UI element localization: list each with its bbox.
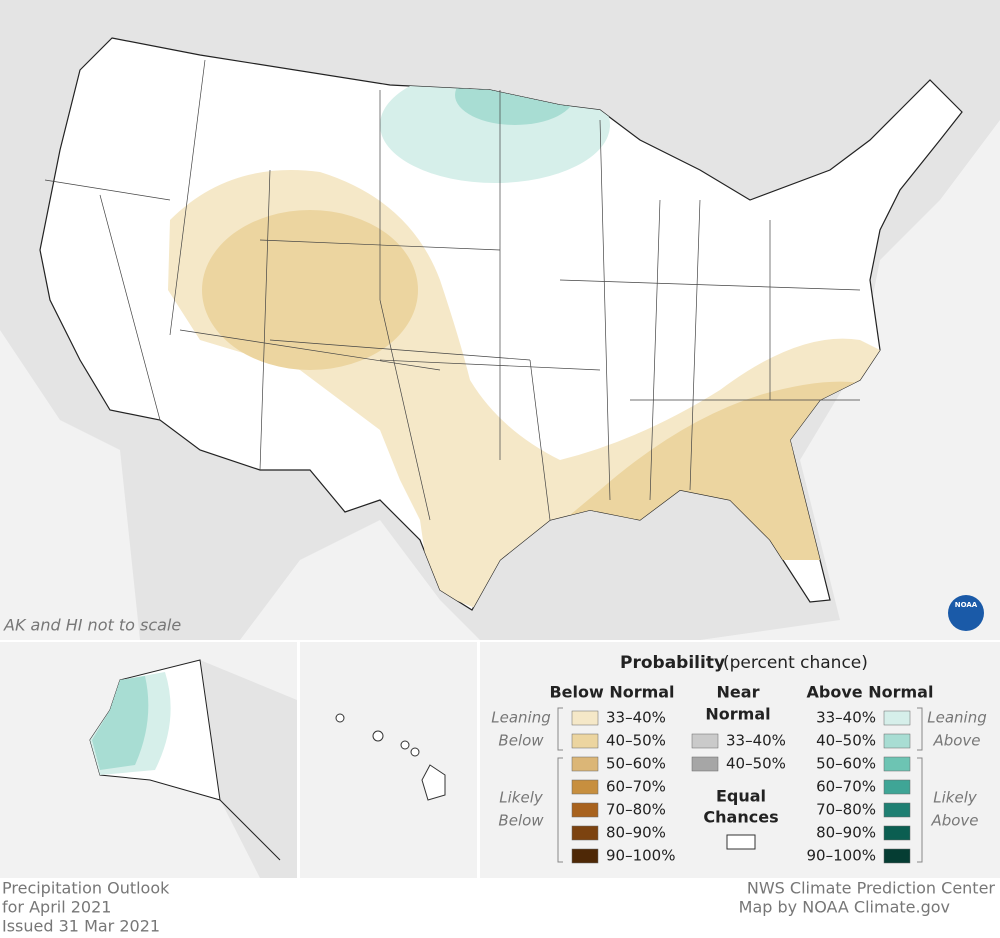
below-swatch [571, 756, 599, 772]
above-heading: Above Normal [807, 683, 934, 702]
logo-text: NOAA [955, 601, 978, 609]
footer: Precipitation Outlook for April 2021 Iss… [2, 879, 995, 936]
below-swatch [571, 848, 599, 864]
above-swatch [883, 779, 911, 795]
equal-swatch [726, 834, 756, 850]
near-label: 33–40% [726, 732, 786, 750]
near-swatch [691, 756, 719, 772]
equal-heading: Equal [716, 787, 766, 806]
below-label: 40–50% [606, 732, 666, 750]
above-swatch [883, 802, 911, 818]
below-label: 80–90% [606, 824, 666, 842]
below-swatch [571, 779, 599, 795]
near-heading: Near [717, 683, 760, 702]
likely-label: Below [498, 812, 544, 830]
leaning-label: Leaning [491, 709, 550, 727]
near-swatch [691, 733, 719, 749]
footer-left: Issued 31 Mar 2021 [2, 917, 160, 936]
below-swatch [571, 802, 599, 818]
footer-left: for April 2021 [2, 898, 111, 917]
hawaii-panel [300, 642, 477, 878]
below-heading: Below Normal [549, 683, 674, 702]
hawaii [335, 713, 446, 801]
below-label: 60–70% [606, 778, 666, 796]
below-label: 90–100% [606, 847, 675, 865]
leaning-label: Leaning [927, 709, 986, 727]
likely-label: Above [930, 812, 978, 830]
footer-left: Precipitation Outlook [2, 879, 170, 898]
below-label: 70–80% [606, 801, 666, 819]
above-swatch [883, 733, 911, 749]
bracket [557, 707, 923, 863]
state-lines [44, 59, 861, 521]
below-40-50-area [202, 210, 418, 370]
likely-label: Likely [499, 789, 544, 807]
above-swatch [883, 848, 911, 864]
alaska-above-40-50 [92, 676, 149, 770]
above-label: 90–100% [807, 847, 876, 865]
noaa-logo [948, 595, 984, 631]
above-label: 33–40% [816, 709, 876, 727]
above-swatch [883, 756, 911, 772]
near-heading: Normal [705, 705, 770, 724]
legend: Probability (percent chance) Below Norma… [491, 653, 986, 865]
above-label: 80–90% [816, 824, 876, 842]
below-swatch [571, 710, 599, 726]
below-40-50-southeast [540, 381, 870, 560]
below-label: 33–40% [606, 709, 666, 727]
above-label: 60–70% [816, 778, 876, 796]
above-swatch [883, 710, 911, 726]
scale-note: AK and HI not to scale [3, 616, 181, 635]
legend-subtitle: (percent chance) [723, 653, 868, 673]
leaning-label: Above [932, 732, 980, 750]
footer-right: NWS Climate Prediction Center [747, 879, 996, 898]
above-swatch [883, 825, 911, 841]
canada-inset [200, 660, 297, 878]
legend-title: Probability [620, 653, 725, 673]
note-text: AK and HI not to scale [3, 616, 181, 635]
likely-label: Likely [933, 789, 978, 807]
below-swatch [571, 825, 599, 841]
below-label: 50–60% [606, 755, 666, 773]
above-label: 50–60% [816, 755, 876, 773]
leaning-label: Below [498, 732, 544, 750]
equal-heading: Chances [703, 808, 778, 827]
above-label: 40–50% [816, 732, 876, 750]
below-swatch [571, 733, 599, 749]
near-label: 40–50% [726, 755, 786, 773]
footer-right: Map by NOAA Climate.gov [739, 898, 950, 917]
above-label: 70–80% [816, 801, 876, 819]
